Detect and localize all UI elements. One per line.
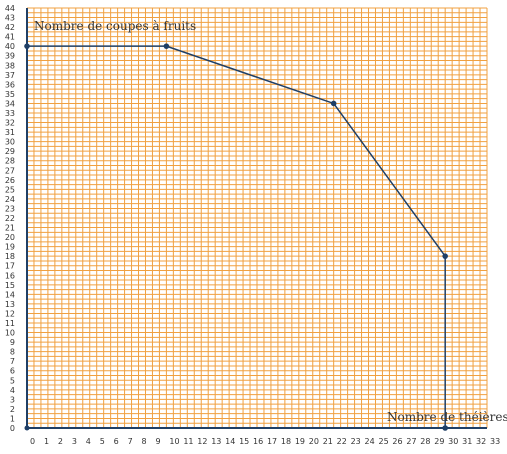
- y-tick-label: 5: [10, 376, 15, 385]
- y-tick-label: 11: [5, 319, 15, 328]
- x-tick-label: 20: [309, 437, 319, 446]
- grid: [26, 7, 488, 429]
- data-point: [24, 43, 30, 49]
- x-tick-label: 1: [44, 437, 49, 446]
- data-point: [442, 253, 448, 259]
- y-tick-label: 25: [5, 185, 15, 194]
- y-tick-label: 12: [5, 309, 15, 318]
- x-tick-label: 21: [323, 437, 333, 446]
- x-tick-label: 5: [100, 437, 105, 446]
- x-tick-label: 33: [490, 437, 500, 446]
- x-tick-label: 16: [253, 437, 263, 446]
- x-tick-label: 17: [267, 437, 277, 446]
- x-tick-label: 18: [281, 437, 291, 446]
- x-tick-label: 23: [351, 437, 361, 446]
- x-tick-label: 3: [72, 437, 77, 446]
- y-tick-label: 33: [5, 109, 15, 118]
- x-tick-label: 12: [197, 437, 207, 446]
- x-tick-label: 29: [434, 437, 444, 446]
- y-tick-label: 42: [5, 23, 15, 32]
- y-tick-label: 28: [5, 157, 15, 166]
- x-tick-label: 9: [155, 437, 160, 446]
- y-tick-label: 9: [10, 338, 15, 347]
- x-tick-label: 28: [420, 437, 430, 446]
- y-tick-label: 18: [5, 252, 15, 261]
- y-tick-label: 41: [5, 33, 15, 42]
- y-tick-label: 15: [5, 281, 15, 290]
- y-tick-label: 27: [5, 166, 15, 175]
- x-tick-label: 14: [225, 437, 235, 446]
- x-tick-label: 26: [392, 437, 402, 446]
- y-tick-label: 22: [5, 214, 15, 223]
- y-tick-label: 34: [5, 99, 15, 108]
- data-point: [163, 43, 170, 49]
- y-axis-label: Nombre de coupes à fruits: [34, 19, 196, 33]
- y-tick-label: 30: [5, 138, 15, 147]
- y-tick-label: 23: [5, 204, 15, 213]
- data-point: [330, 100, 337, 107]
- y-tick-label: 8: [10, 348, 15, 357]
- y-tick-label: 24: [5, 195, 15, 204]
- x-tick-label: 8: [142, 437, 147, 446]
- y-tick-label: 4: [10, 386, 15, 395]
- x-tick-label: 11: [183, 437, 193, 446]
- y-tick-label: 2: [10, 405, 15, 414]
- y-tick-label: 16: [5, 271, 15, 280]
- x-tick-label: 25: [378, 437, 388, 446]
- y-tick-label: 43: [5, 14, 15, 23]
- series: [24, 43, 448, 431]
- y-tick-label: 40: [5, 42, 15, 51]
- y-tick-label: 29: [5, 147, 15, 156]
- y-tick-label: 39: [5, 52, 15, 61]
- x-tick-label: 15: [239, 437, 249, 446]
- x-tick-label: 30: [448, 437, 458, 446]
- y-tick-label: 0: [10, 424, 15, 433]
- x-tick-label: 0: [30, 437, 35, 446]
- axes: [24, 8, 487, 431]
- y-tick-label: 38: [5, 61, 15, 70]
- y-tick-label: 44: [5, 4, 15, 13]
- x-tick-label: 27: [406, 437, 416, 446]
- y-tick-label: 19: [5, 243, 15, 252]
- y-tick-label: 37: [5, 71, 15, 80]
- tick-labels: 0 1 2 3 4 5 6 7 8 9 10 11 12 13 14 15 16 17 18 19 20 21 22 23 24…: [5, 4, 500, 446]
- x-tick-label: 19: [295, 437, 305, 446]
- x-tick-label: 24: [365, 437, 375, 446]
- y-tick-label: 6: [10, 367, 15, 376]
- x-tick-label: 31: [462, 437, 472, 446]
- y-tick-label: 20: [5, 233, 15, 242]
- y-tick-label: 31: [5, 128, 15, 137]
- y-tick-label: 3: [10, 395, 15, 404]
- y-tick-label: 17: [5, 262, 15, 271]
- x-tick-label: 22: [337, 437, 347, 446]
- y-tick-label: 13: [5, 300, 15, 309]
- y-tick-label: 26: [5, 176, 15, 185]
- y-tick-label: 36: [5, 80, 15, 89]
- x-tick-label: 7: [128, 437, 133, 446]
- y-tick-label: 1: [10, 414, 15, 423]
- x-tick-label: 32: [476, 437, 486, 446]
- x-tick-label: 13: [211, 437, 221, 446]
- x-tick-label: 4: [86, 437, 91, 446]
- x-tick-label: 6: [114, 437, 119, 446]
- y-tick-label: 35: [5, 90, 15, 99]
- y-tick-label: 32: [5, 119, 15, 128]
- y-tick-label: 10: [5, 329, 15, 338]
- y-tick-label: 14: [5, 290, 15, 299]
- x-tick-label: 10: [169, 437, 179, 446]
- x-axis-label: Nombre de théières: [387, 410, 507, 424]
- y-tick-label: 21: [5, 224, 15, 233]
- origin-point: [24, 425, 30, 431]
- x-tick-label: 2: [58, 437, 63, 446]
- y-tick-label: 7: [10, 357, 15, 366]
- data-point: [442, 425, 448, 431]
